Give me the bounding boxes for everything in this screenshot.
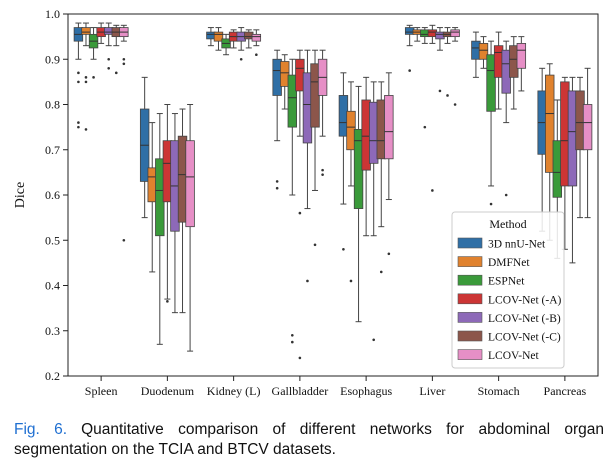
outlier-point: [431, 189, 434, 192]
outlier-point: [291, 333, 294, 337]
outlier-point: [321, 173, 324, 176]
x-tick-label: Duodenum: [141, 384, 195, 398]
outlier-point: [408, 69, 411, 72]
legend-label: ESPNet: [488, 276, 525, 288]
x-tick-label: Stomach: [478, 384, 520, 398]
outlier-point: [453, 103, 457, 106]
outlier-point: [77, 71, 80, 75]
legend-swatch: [457, 293, 483, 305]
legend-box: [451, 211, 565, 369]
y-tick-label: 0.3: [45, 324, 60, 338]
y-axis-title: Dice: [13, 182, 28, 208]
y-tick-label: 0.5: [45, 233, 60, 247]
outlier-point: [92, 76, 95, 79]
legend-swatch: [457, 349, 483, 360]
box-6-2: [251, 33, 262, 42]
outlier-point: [77, 125, 80, 129]
outlier-point: [77, 80, 80, 84]
outlier-point: [275, 186, 279, 190]
box-1-0: [81, 27, 91, 35]
legend-swatch: [457, 330, 483, 342]
y-tick-label: 0.9: [45, 52, 60, 66]
box-plot-figure: 0.2 0.3 0.4 0.5 0.6 0.7 0.8 0.9 1.0 Spleen Duodenu…: [13, 7, 599, 398]
outlier-point: [107, 67, 110, 70]
box-2-6: [486, 54, 496, 112]
x-tick-label: Gallbladder: [272, 384, 329, 398]
box-6-1: [185, 140, 195, 228]
box-1-2: [213, 31, 224, 42]
outlier-point: [387, 252, 391, 256]
legend-label: LCOV-Net (-B): [488, 313, 561, 325]
outlier-point: [306, 279, 309, 283]
legend-swatch: [457, 237, 483, 249]
x-tick-label: Kidney (L): [207, 384, 261, 398]
legend-swatch: [457, 256, 483, 267]
x-tick-label: Liver: [419, 384, 445, 398]
y-tick-label: 0.6: [45, 188, 60, 202]
outlier-point: [504, 193, 508, 197]
outlier-point: [321, 168, 324, 172]
y-tick-label: 0.4: [45, 279, 60, 293]
legend-label: LCOV-Net: [488, 350, 539, 362]
box-1-6: [478, 43, 489, 60]
legend-label: LCOV-Net (-C): [488, 332, 561, 344]
y-tick-label: 0.8: [45, 98, 60, 112]
box-6-6: [516, 43, 527, 69]
outlier-point: [275, 180, 279, 183]
x-tick-label: Esophagus: [340, 384, 392, 398]
outlier-point: [255, 53, 258, 57]
outlier-point: [107, 57, 110, 61]
outlier-point: [372, 338, 375, 342]
outlier-point: [84, 128, 88, 131]
outlier-point: [114, 71, 118, 75]
outlier-point: [379, 270, 383, 274]
x-tick-label: Spleen: [85, 384, 118, 398]
legend-label: LCOV-Net (-A): [488, 294, 562, 306]
legend-swatch: [457, 312, 483, 323]
box-2-3: [287, 74, 298, 128]
outlier-point: [298, 211, 302, 215]
outlier-point: [166, 300, 169, 303]
y-tick-label: 1.0: [45, 7, 60, 21]
outlier-point: [298, 356, 302, 360]
legend-swatch: [457, 274, 483, 286]
outlier-point: [291, 340, 294, 344]
legend-title: Method: [489, 217, 526, 231]
caption-text: Quantitative comparison of different net…: [14, 421, 604, 458]
outlier-point: [438, 89, 442, 93]
outlier-point: [342, 248, 345, 251]
legend-label: 3D nnU-Net: [488, 239, 546, 251]
y-tick-label: 0.7: [45, 143, 60, 157]
legend-label: DMFNet: [488, 257, 530, 269]
box-6-5: [450, 29, 460, 38]
outlier-point: [84, 80, 88, 84]
outlier-point: [423, 125, 427, 129]
outlier-point: [313, 243, 317, 247]
box-1-3: [280, 61, 290, 87]
outlier-point: [489, 202, 493, 206]
box-1-7: [545, 74, 555, 173]
outlier-point: [122, 57, 126, 61]
x-tick-label: Pancreas: [544, 384, 587, 398]
box-6-4: [384, 95, 394, 160]
box-6-7: [582, 104, 593, 151]
figure-label: Fig. 6.: [14, 421, 68, 438]
outlier-point: [77, 121, 80, 124]
y-tick-label: 0.2: [45, 369, 60, 383]
plot-area: 0.2 0.3 0.4 0.5 0.6 0.7 0.8 0.9 1.0 Spleen Duodenu…: [45, 7, 599, 398]
outlier-point: [84, 76, 88, 79]
outlier-point: [122, 62, 126, 66]
outlier-point: [122, 238, 126, 242]
figure-caption: Fig. 6. Quantitative comparison of differ…: [14, 420, 604, 460]
outlier-point: [446, 94, 449, 97]
outlier-point: [239, 57, 243, 61]
outlier-point: [349, 279, 353, 283]
